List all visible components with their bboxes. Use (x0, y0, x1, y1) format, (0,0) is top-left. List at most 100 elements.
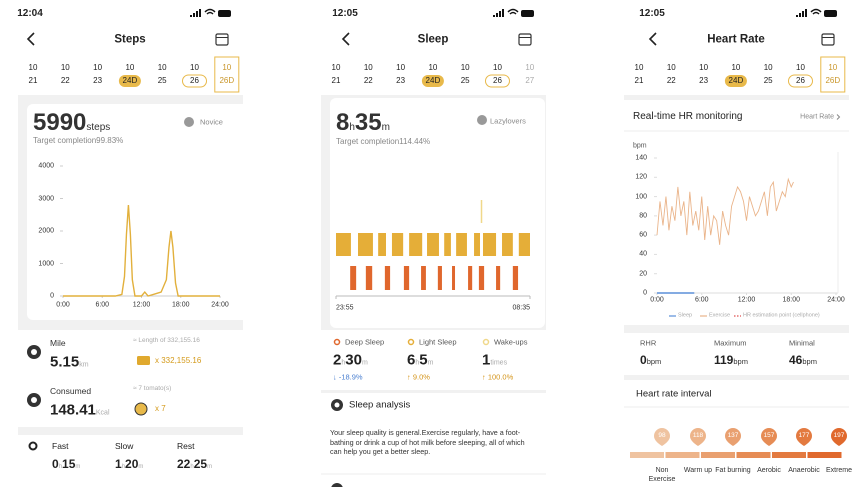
breakdown-change: ↓ -18.9% (333, 372, 363, 382)
deep-sleep-bar (452, 266, 456, 290)
date-month[interactable]: 10 (428, 63, 438, 72)
activity-duration: 1 h 20 m (115, 458, 143, 470)
link-chevron (836, 114, 841, 120)
date-day[interactable]: 26 (796, 76, 805, 85)
stats-panel (18, 330, 243, 427)
signal-bar (193, 13, 195, 17)
date-month[interactable]: 10 (222, 63, 232, 72)
zone-pin (690, 428, 706, 446)
x-tick-label: 6:00 (694, 296, 709, 304)
zone-bar (701, 452, 735, 458)
activity-label: Slow (115, 440, 134, 451)
heart-rate-link[interactable]: Heart Rate (800, 113, 834, 121)
status-time: 12:05 (332, 8, 358, 19)
date-month[interactable]: 10 (460, 63, 470, 72)
legend-label: Exercise (709, 312, 731, 319)
date-month[interactable]: 10 (763, 63, 773, 72)
date-month[interactable]: 10 (666, 63, 676, 72)
legend-dot (407, 338, 415, 346)
date-day[interactable]: 26 (493, 76, 502, 85)
date-day[interactable]: 22 (363, 76, 373, 85)
date-selected[interactable] (118, 75, 141, 87)
date-day[interactable]: 22 (666, 76, 676, 85)
date-day[interactable]: 23 (93, 76, 103, 85)
date-day[interactable]: 24D (122, 76, 138, 85)
date-day[interactable]: 21 (28, 76, 38, 85)
date-day[interactable]: 23 (396, 76, 406, 85)
date-boxed[interactable] (820, 56, 846, 93)
date-month[interactable]: 10 (28, 63, 38, 72)
x-tick-label: 24:00 (211, 301, 229, 309)
date-month[interactable]: 10 (125, 63, 135, 72)
summary-value-part: bpm (733, 357, 748, 366)
date-month[interactable]: 10 (796, 63, 805, 72)
date-month[interactable]: 10 (634, 63, 644, 72)
stat-icon-inner (31, 397, 37, 403)
breakdown-change: ↑ 9.0% (407, 372, 430, 382)
legend-dot (333, 338, 341, 346)
date-day[interactable]: 24D (728, 76, 744, 85)
date-month[interactable]: 10 (331, 63, 341, 72)
date-month[interactable]: 10 (731, 63, 741, 72)
date-today[interactable] (182, 74, 207, 88)
zone-pin (796, 428, 812, 446)
sleep-total-part: 8 (336, 109, 350, 136)
date-day[interactable]: 22 (60, 76, 70, 85)
back-button[interactable] (648, 32, 657, 46)
date-selected[interactable] (421, 75, 444, 87)
back-button[interactable] (341, 32, 350, 46)
date-month[interactable]: 10 (93, 63, 103, 72)
hr-line (656, 177, 794, 245)
date-selected[interactable] (724, 75, 747, 87)
date-month[interactable]: 10 (157, 63, 167, 72)
calendar-button[interactable] (821, 33, 835, 46)
stat-label: Mile (50, 337, 66, 348)
date-month[interactable]: 10 (493, 63, 502, 72)
target-completion: Target completion114.44% (336, 137, 431, 146)
wifi-icon (507, 8, 519, 15)
date-day[interactable]: 25 (157, 76, 167, 85)
breakdown-value-part: 2 (333, 351, 342, 369)
date-day[interactable]: 27 (525, 76, 535, 85)
date-day[interactable]: 25 (460, 76, 470, 85)
date-month[interactable]: 10 (396, 63, 406, 72)
date-day[interactable]: 26D (825, 76, 841, 85)
x-tick-label: 23:55 (336, 304, 354, 312)
date-boxed[interactable] (214, 56, 240, 93)
calendar-button[interactable] (215, 33, 229, 46)
date-day[interactable]: 21 (331, 76, 341, 85)
date-month[interactable]: 10 (60, 63, 70, 72)
date-month[interactable]: 10 (525, 63, 535, 72)
legend-label: Sleep (678, 312, 693, 319)
date-today[interactable] (485, 74, 510, 88)
calendar-button[interactable] (518, 33, 532, 46)
date-day[interactable]: 24D (425, 76, 441, 85)
date-day[interactable]: 23 (699, 76, 709, 85)
y-tick-label: 100 (635, 193, 647, 201)
steps-line (63, 204, 220, 297)
light-sleep-bar (378, 233, 386, 256)
breakdown-change: ↑ 100.0% (482, 372, 514, 382)
date-day[interactable]: 25 (763, 76, 773, 85)
back-button[interactable] (26, 32, 35, 46)
activity-label: Fast (52, 440, 69, 451)
date-month[interactable]: 10 (190, 63, 199, 72)
date-day[interactable]: 26D (219, 76, 235, 85)
date-month[interactable]: 10 (828, 63, 838, 72)
activity-duration-part: h (58, 464, 63, 470)
x-tick-label: 24:00 (827, 296, 845, 304)
date-month[interactable]: 10 (363, 63, 373, 72)
stat-value-part: Kcal (95, 409, 110, 417)
date-today[interactable] (788, 74, 813, 88)
summary-value-part: 0 (640, 353, 647, 367)
date-day[interactable]: 21 (634, 76, 644, 85)
date-month[interactable]: 10 (699, 63, 709, 72)
summary-panel (624, 333, 849, 375)
date-day[interactable]: 26 (190, 76, 199, 85)
signal-bar (196, 11, 198, 17)
signal-bar (493, 15, 495, 17)
breakdown-label: Deep Sleep (345, 337, 385, 347)
x-tick-label: 0:00 (56, 301, 70, 309)
breakdown-value-part: 30 (345, 351, 362, 369)
summary-value-part: 119 (714, 353, 734, 367)
